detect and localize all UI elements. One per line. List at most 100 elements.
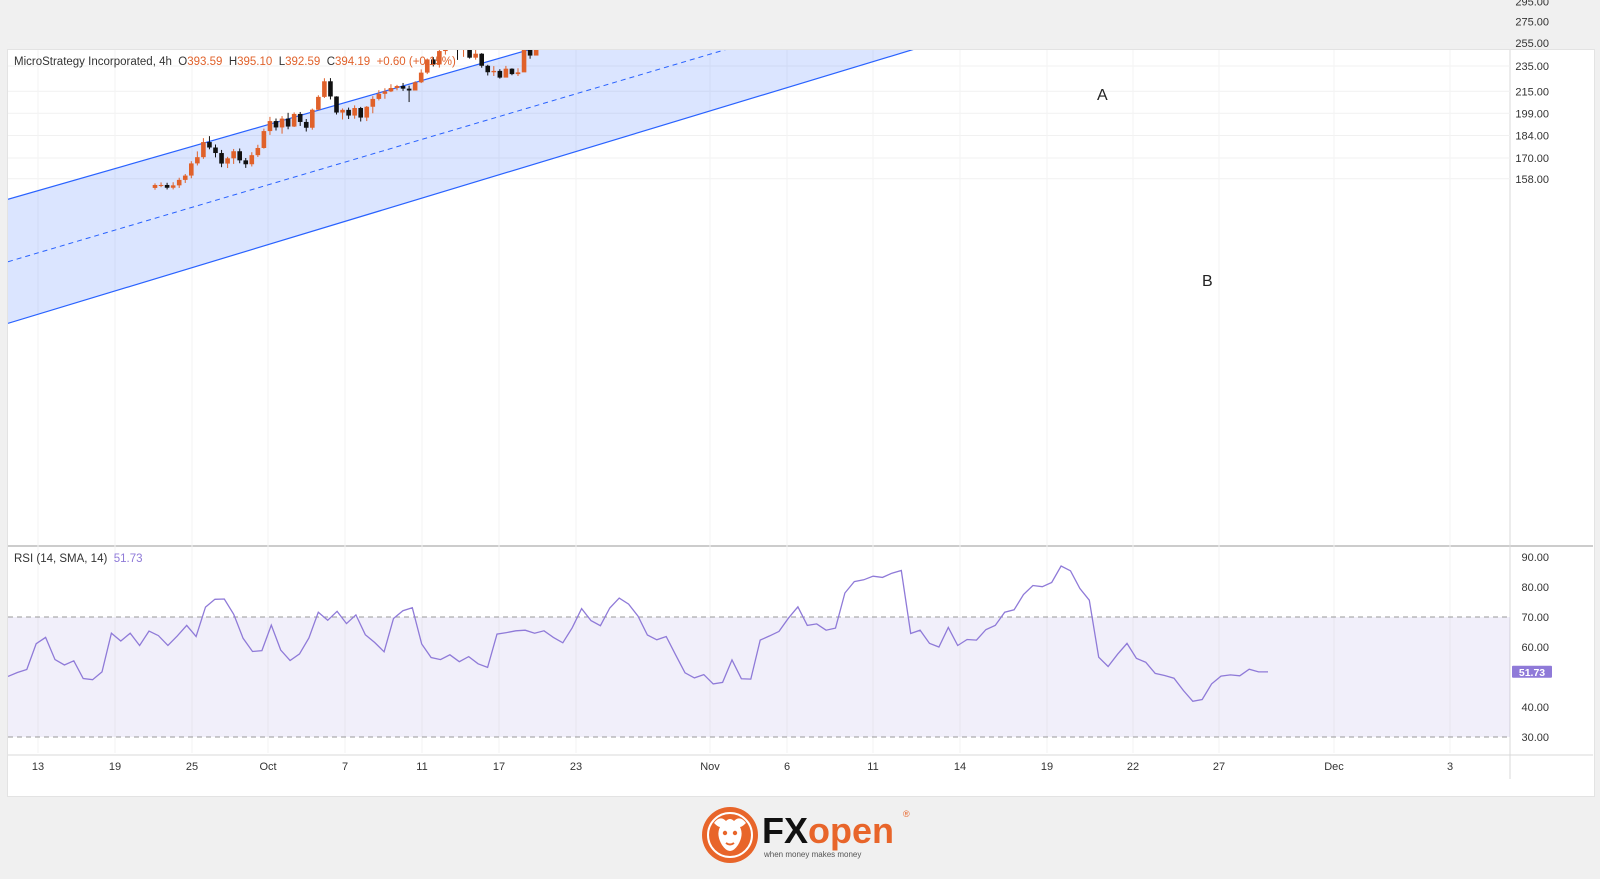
rsi-tick-label: 60.00 [1521, 642, 1549, 654]
candle-body [461, 50, 466, 51]
low-value: 392.59 [285, 56, 321, 68]
close-value: 394.19 [335, 56, 371, 68]
change-value: +0.60 (+0.15%) [376, 56, 456, 68]
candle-body [182, 175, 188, 180]
rsi-tick-label: 90.00 [1521, 552, 1549, 564]
price-tick-label: 184.00 [1515, 131, 1549, 143]
candle-body [527, 50, 533, 56]
candle-body [455, 50, 460, 51]
candle-body [473, 53, 478, 58]
candle-body [164, 184, 170, 188]
price-tick-label: 215.00 [1515, 86, 1549, 98]
time-tick-label: 13 [32, 761, 44, 773]
candle-body [225, 158, 230, 164]
candle-body [267, 121, 273, 132]
time-tick-label: Nov [700, 761, 720, 773]
registered-mark: ® [903, 809, 910, 819]
rsi-value: 51.73 [113, 553, 143, 565]
rsi-tick-label: 70.00 [1521, 612, 1549, 624]
rsi-value-tag-label: 51.73 [1519, 667, 1545, 679]
time-tick-label: 7 [342, 761, 348, 773]
candle-body [570, 31, 575, 33]
open-value: 393.59 [187, 56, 223, 68]
high-label: H [228, 56, 238, 68]
candle-body [310, 109, 315, 128]
candle-body [237, 151, 242, 161]
candle-body [394, 86, 400, 88]
candle-body [546, 35, 551, 43]
price-tick-label: 235.00 [1515, 61, 1549, 73]
candle-body [521, 50, 527, 73]
price-tick-label: 255.00 [1515, 38, 1549, 50]
price-tick-label: 199.00 [1515, 108, 1549, 120]
candle-body [249, 155, 255, 165]
candle-body [418, 72, 424, 83]
time-tick-label: 14 [954, 761, 966, 773]
time-tick-label: 22 [1127, 761, 1139, 773]
candle-body [328, 81, 333, 97]
symbol-label: MicroStrategy Incorporated, 4h [14, 56, 172, 68]
candle-body [382, 91, 388, 94]
time-tick-label: 3 [1447, 761, 1453, 773]
candle-body [340, 109, 345, 113]
candle-body [334, 96, 339, 113]
low-label: L [278, 56, 286, 68]
candle-body [255, 147, 261, 156]
candle-body [322, 81, 327, 97]
time-tick-label: 11 [867, 761, 878, 773]
time-tick-label: 23 [570, 761, 582, 773]
candle-body [388, 87, 394, 92]
channel-fill [8, 50, 912, 324]
candle-body [303, 121, 309, 128]
candle-body [491, 70, 497, 73]
candle-body [509, 68, 515, 75]
rsi-label: RSI (14, SMA, 14) [14, 553, 108, 565]
time-tick-label: Dec [1324, 761, 1344, 773]
price-tick-label: 295.00 [1515, 0, 1549, 8]
candle-body [352, 108, 357, 116]
candle-body [291, 113, 297, 127]
price-legend: MicroStrategy Incorporated, 4h O393.59 H… [14, 56, 456, 68]
candle-body [540, 43, 545, 46]
brand-tagline: when money makes money [763, 850, 861, 859]
candle-body [400, 86, 406, 89]
time-tick-label: 25 [186, 761, 198, 773]
candle-body [170, 185, 176, 188]
channel-lower-line [8, 50, 914, 324]
time-tick-label: 19 [1041, 761, 1053, 773]
channel-upper-line [8, 50, 531, 200]
candle-body [213, 147, 218, 154]
candle-body [207, 142, 212, 148]
annotation-b: B [1202, 273, 1213, 290]
candle-body [158, 184, 164, 186]
candle-body [219, 153, 224, 164]
candle-body [279, 118, 285, 128]
candle-body [576, 32, 581, 33]
candle-body [176, 179, 182, 186]
candle-body [533, 50, 539, 56]
high-value: 395.10 [237, 56, 273, 68]
candle-body [503, 68, 509, 78]
rsi-band-fill [8, 617, 1510, 737]
candle-body [261, 131, 267, 148]
time-tick-label: 11 [416, 761, 427, 773]
candle-body [195, 157, 200, 164]
candle-body [285, 118, 291, 127]
candle-body [558, 25, 563, 30]
time-tick-label: Oct [259, 761, 276, 773]
candle-body [273, 121, 279, 128]
rsi-tick-label: 80.00 [1521, 582, 1549, 594]
candle-body [564, 30, 569, 31]
candle-body [358, 108, 363, 118]
candle-body [479, 53, 484, 66]
candle-body [297, 113, 303, 122]
fxopen-logo: FXopen ® when money makes money [702, 807, 910, 863]
candle-body [406, 88, 412, 91]
candle-body [201, 142, 206, 158]
candle-body [437, 51, 442, 65]
candle-body [424, 59, 430, 73]
candle-body [370, 98, 376, 107]
rsi-legend: RSI (14, SMA, 14) 51.73 [14, 553, 142, 565]
candle-body [152, 184, 158, 188]
